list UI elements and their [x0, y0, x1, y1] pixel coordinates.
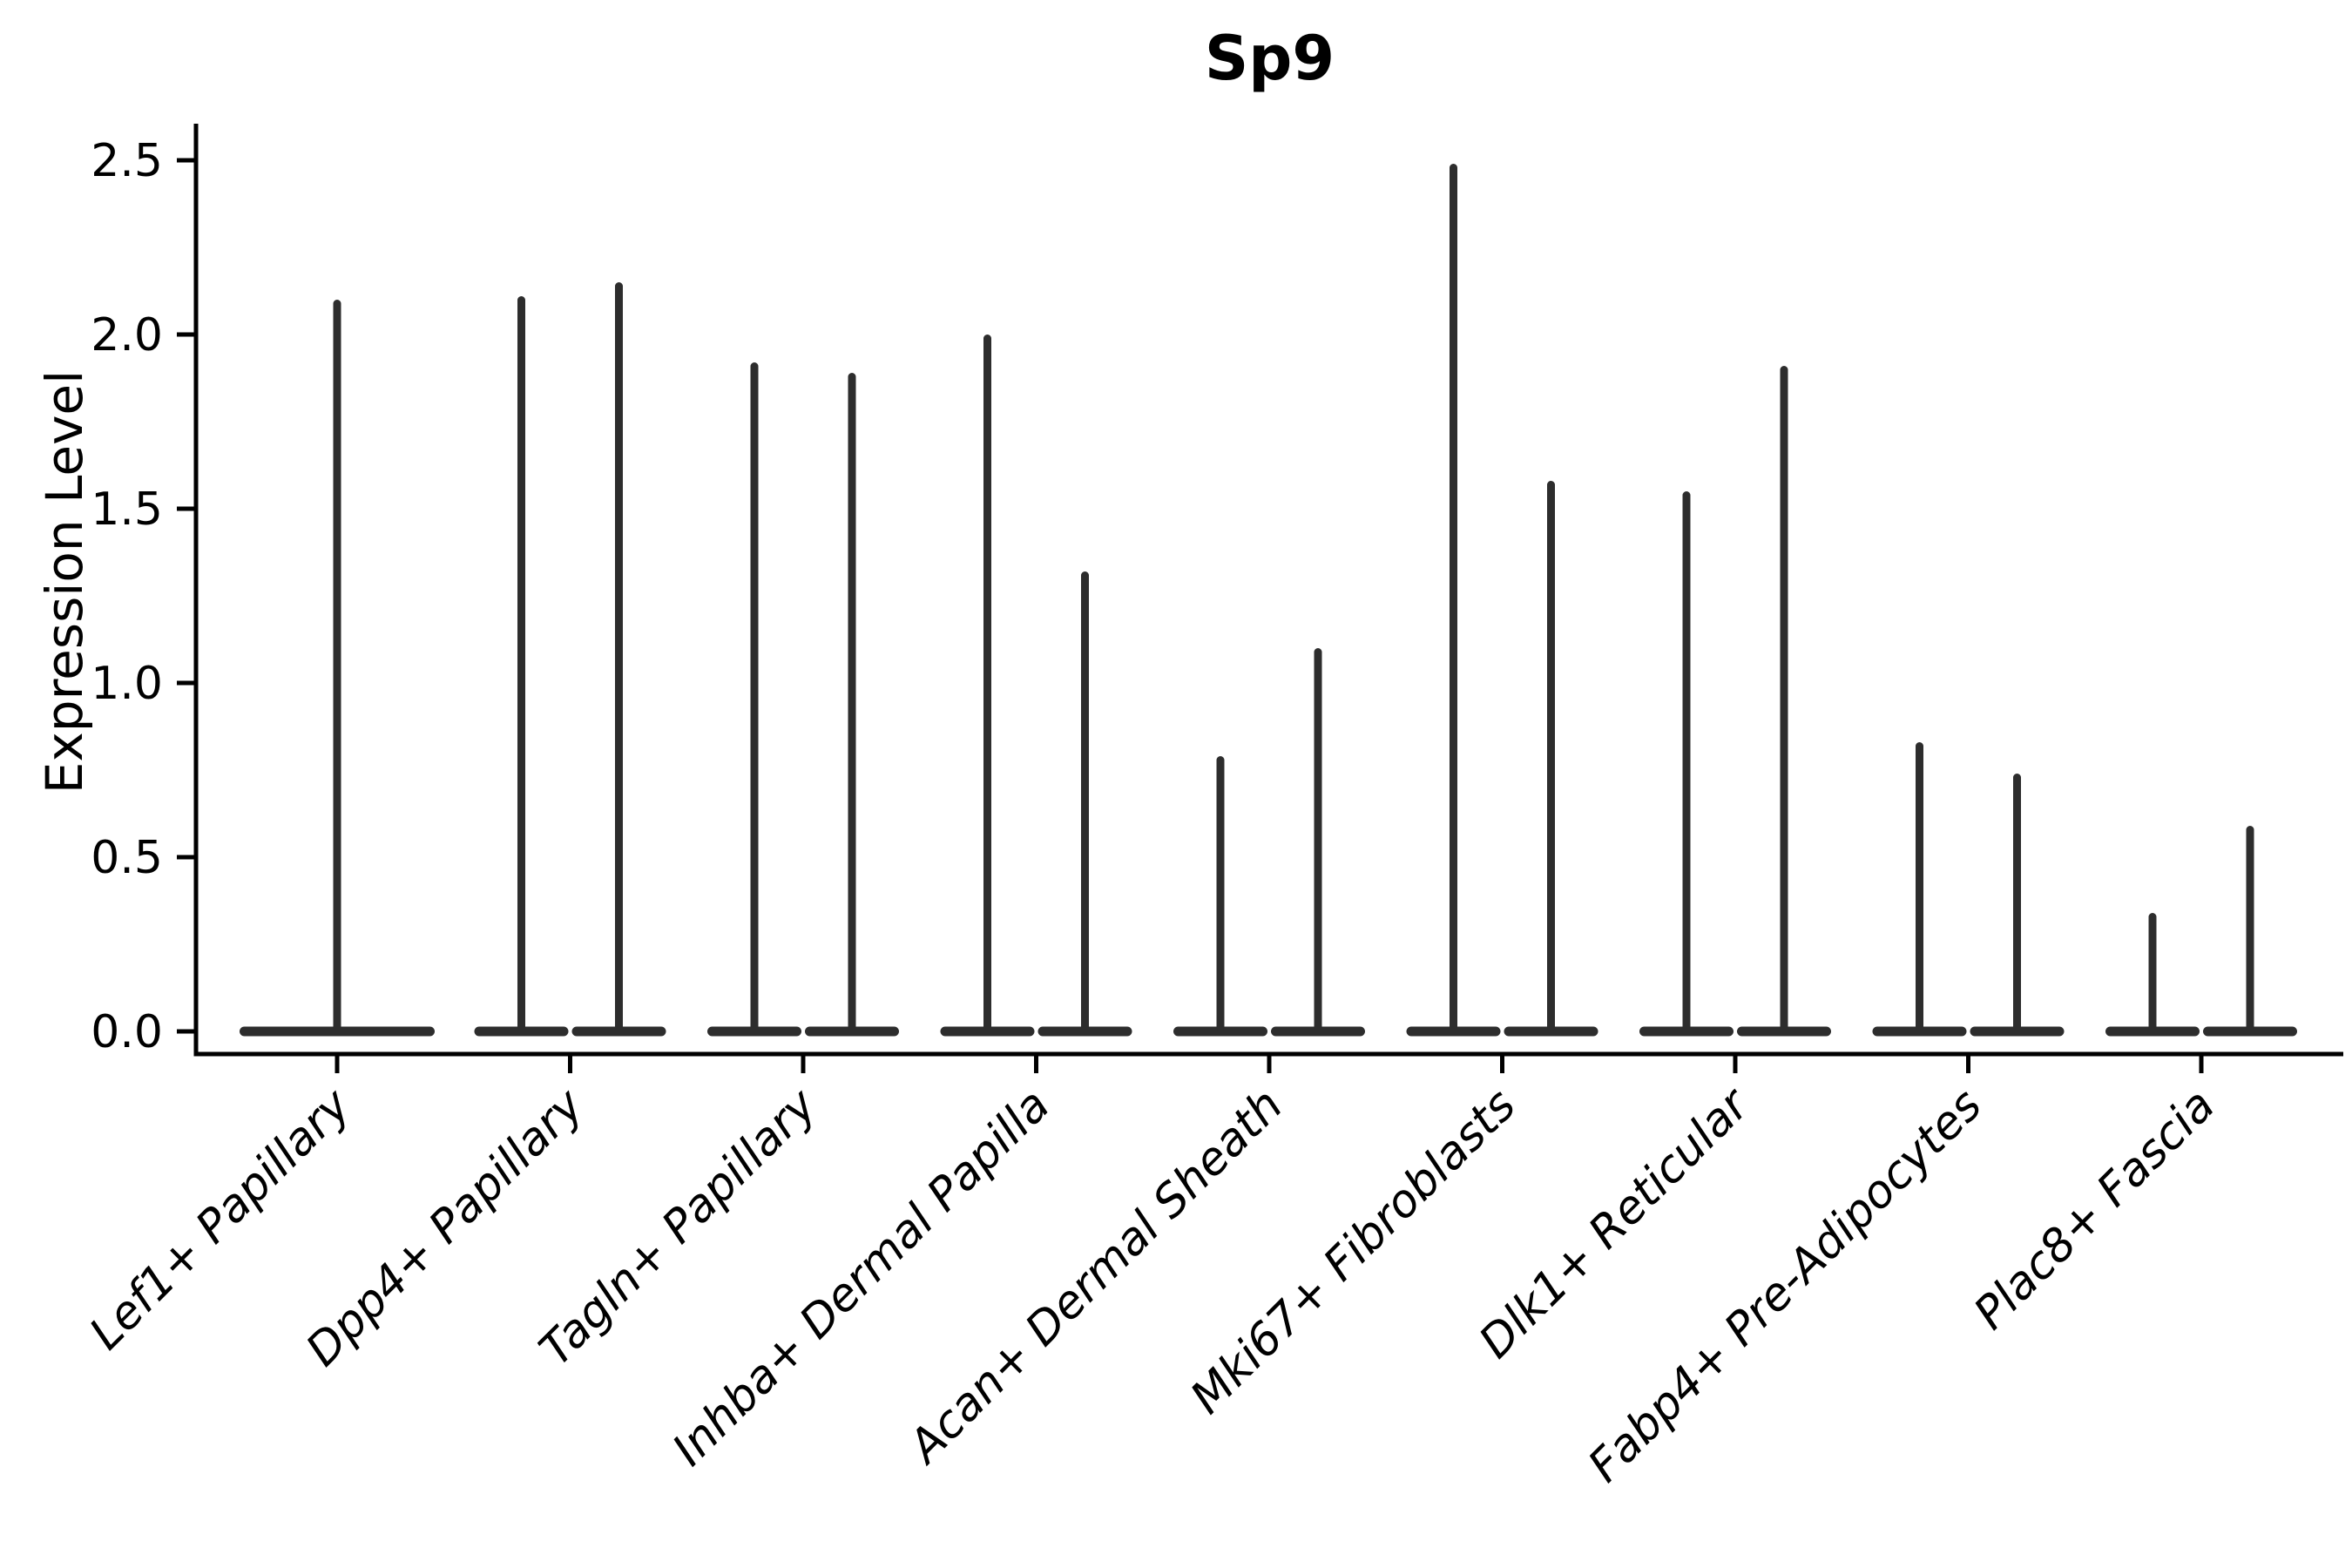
plot-title: Sp9: [1204, 23, 1335, 94]
violin-spike-2-1: [517, 296, 525, 1031]
violin-spike-2-2: [615, 282, 623, 1031]
violin-spike-6-1: [1450, 164, 1457, 1031]
x-tick-label: Acan+ Dermal Sheath: [897, 1079, 1293, 1475]
violin-spike-8-1: [1916, 742, 1923, 1031]
y-tick-label: 2.0: [91, 309, 163, 362]
violin-spike-1-1: [333, 300, 341, 1031]
violin-spike-7-2: [1780, 366, 1788, 1031]
y-tick-label: 1.5: [91, 483, 163, 536]
y-tick-label: 0.0: [91, 1006, 163, 1058]
violin-spike-6-2: [1547, 481, 1555, 1031]
violin-spike-9-1: [2148, 913, 2157, 1031]
violin-spike-7-1: [1682, 491, 1691, 1031]
violin-spike-9-2: [2246, 826, 2254, 1031]
x-tick-label: Fabp4+ Pre-Adipocytes: [1578, 1079, 1992, 1493]
violin-spike-5-1: [1216, 756, 1225, 1031]
violin-spike-4-2: [1081, 571, 1089, 1031]
x-tick-label: Inhba+ Dermal Papilla: [663, 1079, 1060, 1477]
violin-spike-5-2: [1314, 648, 1322, 1031]
violin-spike-3-2: [848, 373, 856, 1031]
violin-spike-8-2: [2013, 774, 2021, 1031]
y-tick-label: 2.5: [91, 135, 163, 187]
y-tick-label: 1.0: [91, 658, 163, 710]
y-tick-label: 0.5: [91, 832, 163, 884]
violin-spike-3-1: [750, 362, 759, 1031]
violin-spike-4-1: [983, 335, 991, 1031]
x-tick-label: Plac8+ Fascia: [1964, 1079, 2225, 1340]
